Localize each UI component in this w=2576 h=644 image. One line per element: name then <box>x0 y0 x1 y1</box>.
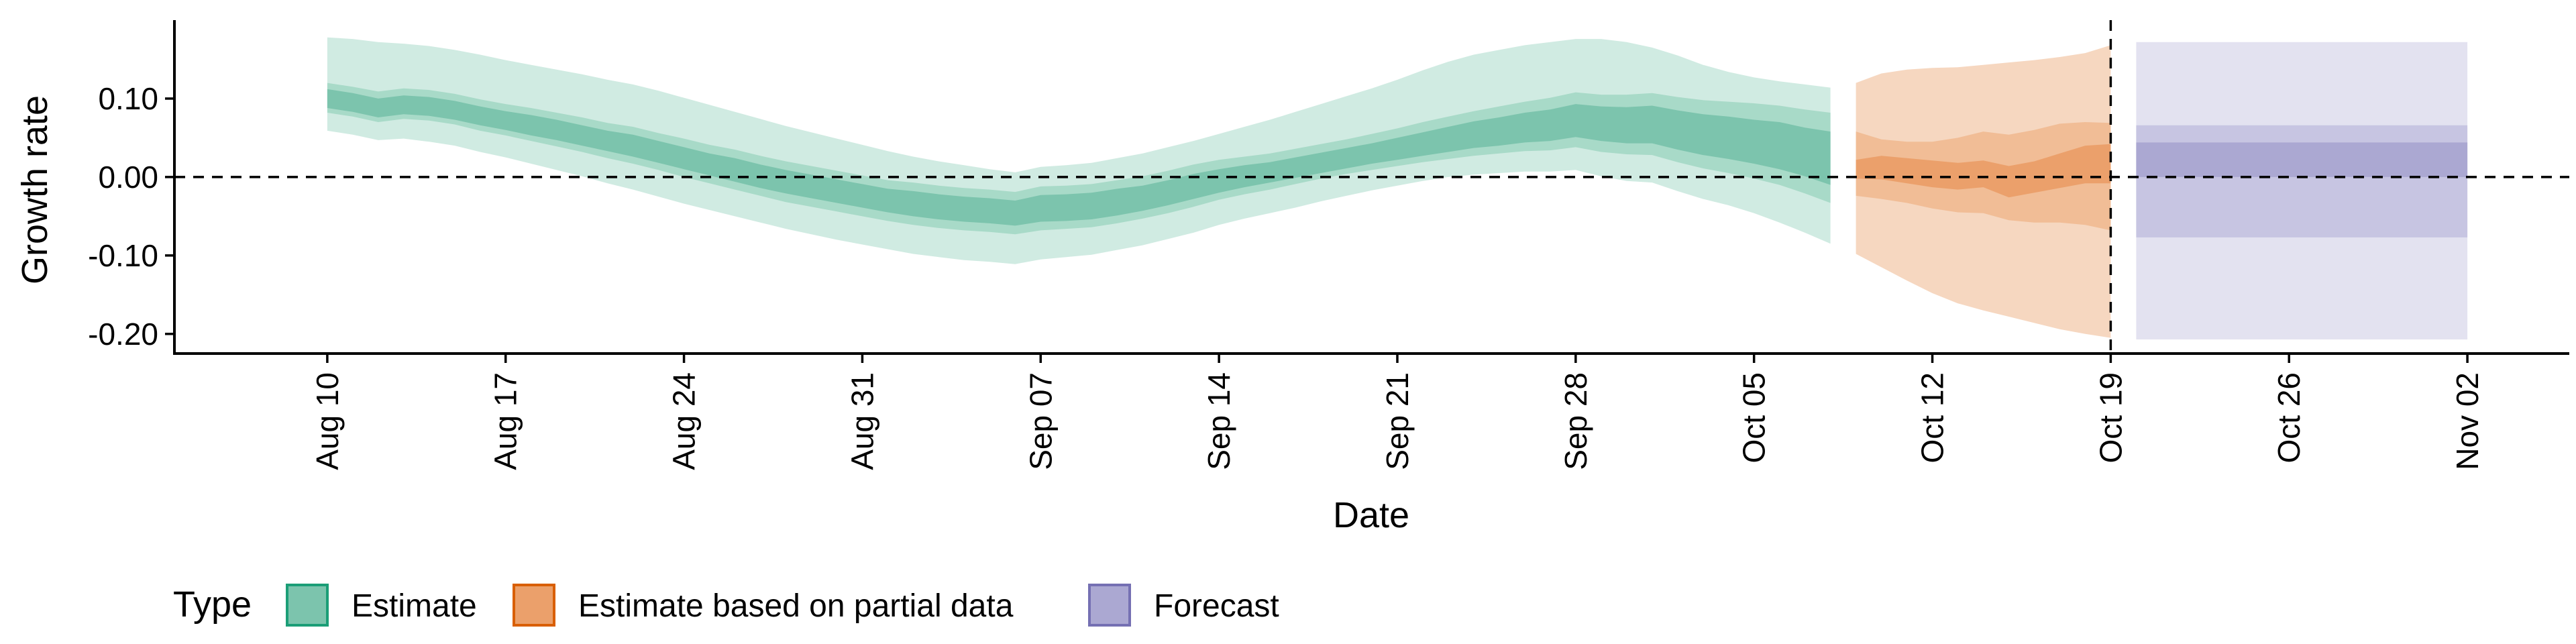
band-forecast-20 <box>2136 142 2468 177</box>
band-estimate-90 <box>327 37 1831 264</box>
y-tick-label: -0.10 <box>88 238 158 273</box>
legend-label-estimate: Estimate <box>352 588 477 624</box>
x-tick-label: Oct 19 <box>2093 372 2128 464</box>
x-tick-label: Nov 02 <box>2450 372 2485 470</box>
legend-item-forecast: Forecast <box>1088 584 1279 627</box>
legend-item-estimate-based-on-partial-data: Estimate based on partial data <box>513 584 1014 627</box>
x-tick-label: Aug 24 <box>667 372 702 470</box>
series-estimate-based-on-partial-data <box>1856 45 2111 338</box>
legend: Type Estimate Estimate based on partial d… <box>173 584 1279 627</box>
x-tick-label: Sep 28 <box>1558 372 1593 470</box>
legend-title: Type <box>173 584 252 625</box>
legend-key-forecast <box>1088 584 1131 627</box>
band-forecast-50 <box>2136 125 2468 237</box>
y-axis-label: Growth rate <box>15 95 55 284</box>
series-bands <box>327 37 2468 339</box>
x-tick-label: Oct 05 <box>1737 372 1772 464</box>
reference-lines <box>174 20 2569 354</box>
x-tick-label: Aug 17 <box>488 372 523 470</box>
x-tick-label: Aug 31 <box>845 372 879 470</box>
band-estimate-50 <box>327 83 1831 235</box>
band-estimate-based-on-partial-data-20 <box>1856 144 2111 198</box>
x-tick-label: Sep 21 <box>1380 372 1415 470</box>
x-tick-label: Oct 12 <box>1915 372 1950 464</box>
axes: 0.10 0.00 -0.10 -0.20 Aug 10 Aug 17 Aug 24 Aug … <box>88 20 2569 470</box>
legend-label-estimate-based-on-partial-data: Estimate based on partial data <box>578 588 1014 624</box>
series-estimate <box>327 37 1831 264</box>
band-estimate-20 <box>327 89 1831 226</box>
y-tick-label: 0.00 <box>98 160 158 195</box>
x-tick-label: Aug 10 <box>310 372 345 470</box>
y-tick-label: -0.20 <box>88 317 158 352</box>
legend-item-estimate: Estimate <box>286 584 477 627</box>
y-tick-label: 0.10 <box>98 81 158 116</box>
x-tick-label: Oct 26 <box>2271 372 2306 464</box>
x-tick-label: Sep 07 <box>1023 372 1058 470</box>
x-tick-label: Sep 14 <box>1201 372 1236 470</box>
legend-key-estimate-based-on-partial-data <box>513 584 555 627</box>
legend-label-forecast: Forecast <box>1154 588 1279 624</box>
legend-key-estimate <box>286 584 329 627</box>
x-axis-label: Date <box>1333 495 1409 535</box>
series-forecast <box>2136 42 2468 339</box>
